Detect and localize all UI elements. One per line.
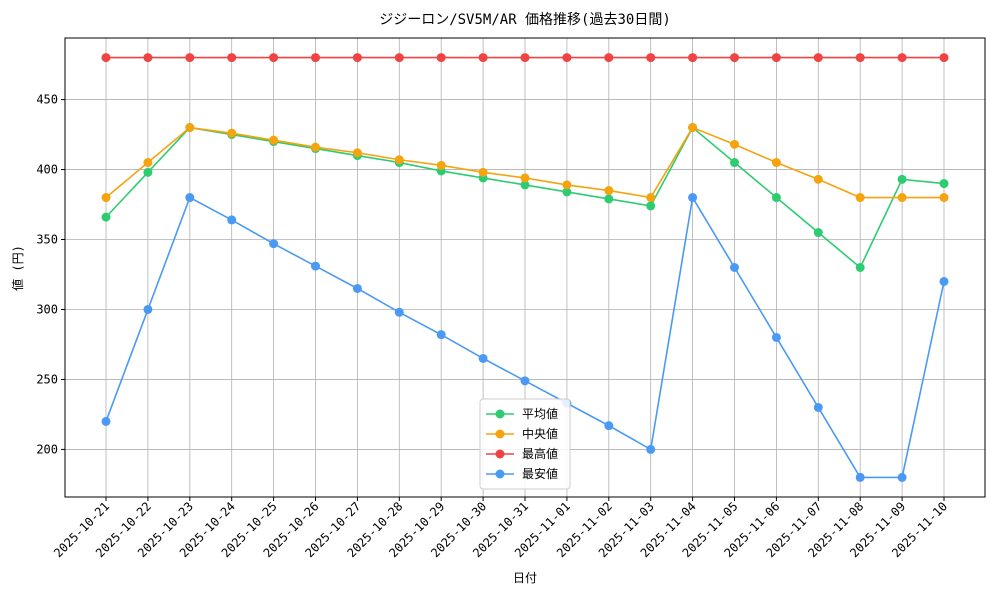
data-point bbox=[562, 53, 572, 63]
data-point bbox=[311, 142, 320, 152]
data-point bbox=[897, 193, 907, 203]
data-point bbox=[855, 472, 865, 482]
data-point bbox=[771, 158, 781, 168]
data-point bbox=[688, 53, 698, 63]
y-tick-label: 200 bbox=[36, 442, 58, 456]
data-point bbox=[269, 239, 279, 249]
data-point bbox=[185, 123, 195, 133]
data-point bbox=[813, 402, 823, 412]
data-point bbox=[143, 158, 153, 168]
data-point bbox=[604, 421, 614, 431]
data-point bbox=[730, 263, 739, 272]
data-point bbox=[939, 179, 949, 189]
y-tick-label: 350 bbox=[36, 233, 58, 247]
y-axis-label: 値 (円) bbox=[10, 245, 25, 291]
data-point bbox=[143, 304, 153, 314]
data-point bbox=[269, 135, 279, 145]
data-point bbox=[185, 53, 195, 63]
data-point bbox=[897, 472, 907, 482]
data-point bbox=[101, 212, 111, 222]
legend-label: 中央値 bbox=[522, 426, 558, 441]
data-point bbox=[939, 53, 949, 63]
data-point bbox=[227, 128, 237, 138]
legend-label: 平均値 bbox=[522, 406, 558, 421]
data-point bbox=[855, 193, 865, 203]
data-point bbox=[771, 53, 781, 63]
data-point bbox=[478, 53, 488, 63]
data-point bbox=[394, 53, 404, 63]
data-point bbox=[855, 53, 865, 63]
data-point bbox=[604, 53, 614, 63]
data-point bbox=[897, 53, 907, 63]
data-point bbox=[813, 53, 823, 63]
data-point bbox=[478, 353, 488, 363]
data-point bbox=[813, 174, 823, 184]
data-point bbox=[562, 180, 572, 190]
y-tick-label: 400 bbox=[36, 163, 58, 177]
data-point bbox=[269, 53, 279, 63]
data-point bbox=[352, 53, 362, 63]
legend-box bbox=[479, 398, 571, 490]
data-point bbox=[520, 376, 530, 386]
legend-label: 最安値 bbox=[522, 466, 558, 481]
data-point bbox=[101, 193, 111, 203]
data-point bbox=[897, 174, 907, 184]
data-point bbox=[352, 283, 362, 293]
data-point bbox=[185, 193, 195, 203]
legend-label: 最高値 bbox=[522, 446, 558, 461]
legend-marker bbox=[495, 469, 505, 479]
data-point bbox=[730, 53, 739, 63]
data-point bbox=[562, 187, 572, 197]
data-point bbox=[771, 332, 781, 342]
data-point bbox=[604, 186, 614, 196]
data-point bbox=[688, 193, 698, 203]
data-point bbox=[436, 53, 446, 63]
data-point bbox=[855, 263, 865, 272]
data-point bbox=[143, 167, 153, 177]
data-point bbox=[939, 193, 949, 203]
y-tick-label: 250 bbox=[36, 372, 58, 386]
legend-marker bbox=[495, 429, 505, 439]
data-point bbox=[352, 148, 362, 158]
data-point bbox=[101, 416, 111, 426]
legend-marker bbox=[495, 409, 505, 419]
data-point bbox=[311, 53, 320, 63]
data-point bbox=[813, 228, 823, 238]
data-point bbox=[436, 160, 446, 170]
y-tick-label: 300 bbox=[36, 302, 58, 316]
data-point bbox=[771, 193, 781, 203]
data-point bbox=[101, 53, 111, 63]
x-axis-label: 日付 bbox=[513, 571, 537, 585]
chart-title: ジジーロン/SV5M/AR 価格推移(過去30日間) bbox=[379, 12, 671, 28]
data-point bbox=[394, 307, 404, 317]
y-tick-label: 450 bbox=[36, 93, 58, 107]
data-point bbox=[646, 53, 656, 63]
data-point bbox=[436, 330, 446, 340]
data-point bbox=[939, 276, 949, 286]
data-point bbox=[143, 53, 153, 63]
data-point bbox=[520, 180, 530, 190]
legend-marker bbox=[495, 449, 505, 459]
data-point bbox=[688, 123, 698, 133]
data-point bbox=[646, 193, 656, 203]
data-point bbox=[604, 194, 614, 204]
data-point bbox=[227, 53, 237, 63]
data-point bbox=[646, 444, 656, 454]
plot-frame bbox=[64, 37, 986, 498]
data-point bbox=[311, 261, 320, 271]
data-point bbox=[478, 167, 488, 177]
data-point bbox=[520, 173, 530, 183]
data-point bbox=[730, 158, 739, 168]
data-point bbox=[646, 201, 656, 211]
data-point bbox=[394, 155, 404, 165]
data-point bbox=[227, 215, 237, 225]
data-point bbox=[730, 139, 739, 149]
data-point bbox=[520, 53, 530, 63]
